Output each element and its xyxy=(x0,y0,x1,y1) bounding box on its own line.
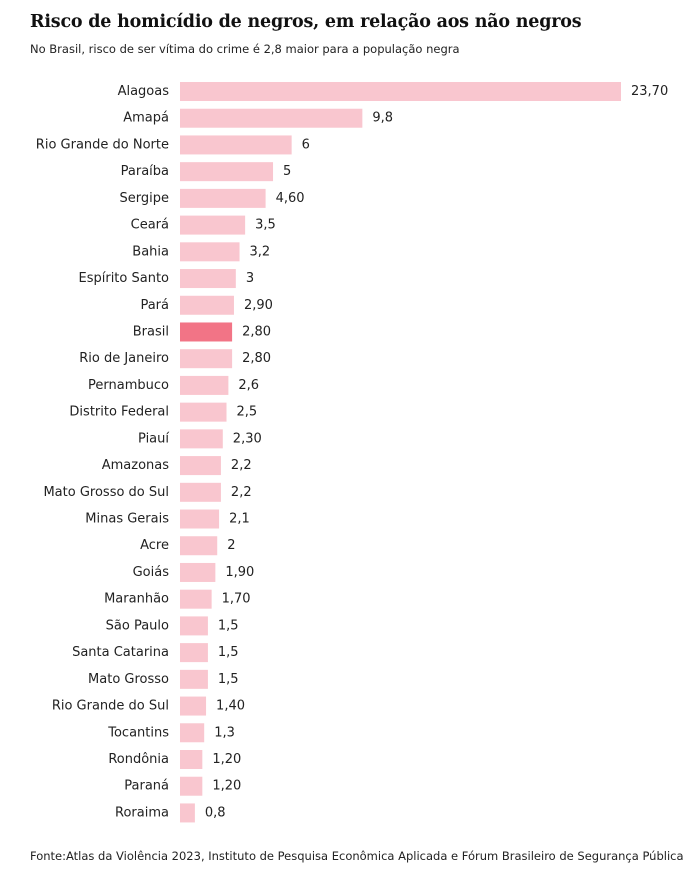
chart-subtitle: No Brasil, risco de ser vítima do crime … xyxy=(30,42,460,56)
bar xyxy=(180,242,240,262)
category-label: Rondônia xyxy=(108,752,169,767)
category-label: Rio de Janeiro xyxy=(79,351,169,366)
category-label: Alagoas xyxy=(118,84,170,99)
category-label: Maranhão xyxy=(104,592,169,607)
value-label: 3,5 xyxy=(255,218,276,233)
category-label: Paraíba xyxy=(121,164,169,179)
bar xyxy=(180,616,208,636)
value-label: 1,5 xyxy=(218,618,239,633)
category-label: São Paulo xyxy=(106,618,169,633)
category-label: Paraná xyxy=(124,779,169,794)
category-label: Rio Grande do Norte xyxy=(36,137,169,152)
bar xyxy=(180,456,221,476)
bar xyxy=(180,536,218,556)
value-label: 2,6 xyxy=(238,378,259,393)
bar xyxy=(180,269,236,289)
category-label: Mato Grosso xyxy=(88,672,169,687)
value-label: 1,5 xyxy=(218,672,239,687)
category-label: Amapá xyxy=(123,111,169,126)
category-label: Rio Grande do Sul xyxy=(52,699,169,714)
bar xyxy=(180,135,292,155)
bar xyxy=(180,509,220,529)
category-label: Espírito Santo xyxy=(79,271,170,286)
value-label: 3,2 xyxy=(250,244,271,259)
bar xyxy=(180,482,221,502)
value-label: 2,30 xyxy=(233,431,262,446)
value-label: 1,90 xyxy=(225,565,254,580)
bar xyxy=(180,696,207,716)
value-label: 2,80 xyxy=(242,324,271,339)
category-label: Pará xyxy=(140,298,169,313)
bar xyxy=(180,776,203,796)
value-label: 1,20 xyxy=(212,779,241,794)
category-label: Mato Grosso do Sul xyxy=(43,485,169,500)
bar xyxy=(180,429,223,449)
value-label: 2,5 xyxy=(237,405,258,420)
bar xyxy=(180,402,227,422)
value-label: 0,8 xyxy=(205,805,226,820)
bar xyxy=(180,82,621,101)
bar xyxy=(180,162,274,182)
category-label: Bahia xyxy=(132,244,169,259)
bar xyxy=(180,589,212,609)
bar xyxy=(180,349,233,369)
value-label: 23,70 xyxy=(631,84,668,99)
bar xyxy=(180,215,246,235)
category-label: Sergipe xyxy=(120,191,169,206)
bar xyxy=(180,723,205,743)
value-label: 3 xyxy=(246,271,254,286)
bar xyxy=(180,188,266,208)
value-label: 1,40 xyxy=(216,699,245,714)
category-label: Brasil xyxy=(133,324,169,339)
category-label: Goiás xyxy=(133,565,170,580)
bar xyxy=(180,108,363,128)
value-label: 1,3 xyxy=(214,725,235,740)
category-label: Roraima xyxy=(115,805,169,820)
category-label: Tocantins xyxy=(107,725,169,740)
category-label: Ceará xyxy=(131,218,169,233)
bar-chart: Alagoas 23,70 Amapá 9,8 Rio Grande do Norte 6… xyxy=(36,82,668,823)
category-label: Acre xyxy=(140,538,169,553)
value-label: 2,80 xyxy=(242,351,271,366)
bar xyxy=(180,803,195,823)
bar xyxy=(180,750,203,769)
value-label: 4,60 xyxy=(276,191,305,206)
bar xyxy=(180,669,208,689)
value-label: 1,20 xyxy=(212,752,241,767)
source-note: Fonte:Atlas da Violência 2023, Instituto… xyxy=(30,849,684,863)
category-label: Pernambuco xyxy=(88,378,169,393)
value-label: 5 xyxy=(283,164,291,179)
value-label: 2,2 xyxy=(231,485,252,500)
category-label: Piauí xyxy=(138,431,169,446)
category-label: Minas Gerais xyxy=(85,512,169,527)
bar xyxy=(180,375,229,395)
value-label: 9,8 xyxy=(372,111,393,126)
bar xyxy=(180,643,208,663)
value-label: 2,90 xyxy=(244,298,273,313)
bar xyxy=(180,562,216,582)
category-label: Distrito Federal xyxy=(69,405,169,420)
category-label: Santa Catarina xyxy=(72,645,169,660)
value-label: 1,70 xyxy=(222,592,251,607)
category-label: Amazonas xyxy=(102,458,170,473)
value-label: 2,1 xyxy=(229,512,250,527)
chart-title: Risco de homicídio de negros, em relação… xyxy=(30,12,582,32)
value-label: 2 xyxy=(227,538,235,553)
value-label: 6 xyxy=(302,137,310,152)
value-label: 2,2 xyxy=(231,458,252,473)
bar-highlight xyxy=(180,322,233,342)
bar xyxy=(180,295,234,315)
value-label: 1,5 xyxy=(218,645,239,660)
